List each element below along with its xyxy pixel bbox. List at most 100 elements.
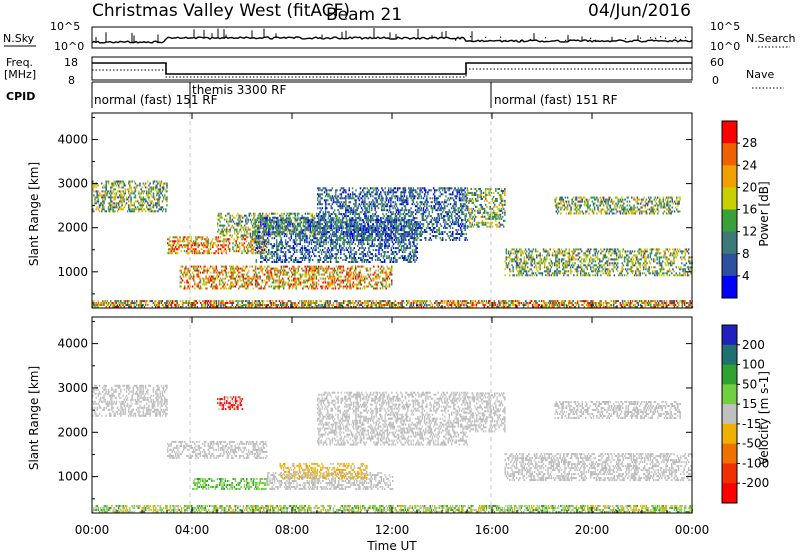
power-echo-cell bbox=[317, 279, 320, 282]
power-echo-cell bbox=[138, 202, 140, 205]
power-echo-cell bbox=[97, 194, 100, 197]
power-echo-cell bbox=[96, 190, 98, 193]
power-echo-cell bbox=[404, 255, 406, 258]
power-echo-cell bbox=[418, 225, 420, 228]
power-echo-cell bbox=[405, 223, 408, 226]
power-echo-cell bbox=[296, 218, 299, 221]
power-echo-cell bbox=[258, 212, 261, 215]
power-echo-cell bbox=[217, 275, 220, 278]
power-echo-cell bbox=[425, 199, 427, 202]
power-echo-cell bbox=[329, 261, 332, 263]
power-echo-cell bbox=[355, 205, 357, 208]
power-echo-cell bbox=[337, 231, 339, 233]
power-echo-cell bbox=[364, 193, 366, 196]
power-echo-cell bbox=[427, 223, 429, 226]
power-echo-cell bbox=[291, 247, 294, 250]
power-echo-cell bbox=[344, 285, 347, 288]
power-echo-cell bbox=[265, 220, 267, 223]
power-echo-cell bbox=[232, 220, 235, 223]
power-echo-cell bbox=[322, 245, 324, 248]
power-echo-cell bbox=[128, 206, 130, 209]
power-echo-cell bbox=[369, 203, 372, 206]
power-echo-cell bbox=[427, 201, 429, 204]
power-echo-cell bbox=[371, 273, 374, 276]
power-echo-cell bbox=[347, 229, 349, 231]
power-echo-cell bbox=[292, 233, 295, 236]
power-echo-cell bbox=[262, 220, 264, 223]
power-echo-cell bbox=[280, 271, 283, 274]
power-echo-cell bbox=[323, 215, 326, 218]
power-echo-cell bbox=[326, 237, 328, 239]
power-echo-cell bbox=[403, 257, 405, 259]
power-echo-cell bbox=[117, 180, 120, 183]
power-echo-cell bbox=[342, 279, 345, 282]
power-echo-cell bbox=[364, 187, 366, 190]
power-echo-cell bbox=[390, 253, 393, 256]
power-echo-cell bbox=[262, 238, 265, 241]
power-echo-cell bbox=[254, 219, 256, 222]
power-echo-cell bbox=[257, 243, 260, 246]
power-echo-cell bbox=[227, 244, 230, 247]
power-echo-cell bbox=[404, 259, 406, 261]
power-echo-cell bbox=[420, 227, 422, 229]
power-echo-cell bbox=[223, 250, 225, 253]
power-echo-cell bbox=[359, 211, 362, 214]
power-echo-cell bbox=[365, 227, 368, 230]
power-echo-cell bbox=[353, 211, 355, 214]
freq-trace bbox=[92, 62, 692, 75]
power-echo-cell bbox=[114, 180, 116, 183]
power-echo-cell bbox=[188, 277, 190, 280]
power-echo-cell bbox=[396, 253, 398, 256]
power-echo-cell bbox=[251, 230, 254, 233]
power-echo-cell bbox=[365, 217, 367, 220]
power-echo-cell bbox=[412, 233, 415, 235]
power-echo-cell bbox=[358, 203, 361, 206]
power-echo-cell bbox=[349, 273, 351, 276]
power-echo-cell bbox=[273, 212, 275, 215]
power-echo-cell bbox=[134, 206, 137, 209]
power-echo-cell bbox=[288, 287, 291, 290]
power-echo-cell bbox=[229, 220, 231, 223]
power-echo-cell bbox=[429, 197, 431, 200]
power-echo-cell bbox=[282, 245, 285, 248]
power-echo-cell bbox=[400, 195, 402, 198]
power-echo-cell bbox=[417, 237, 419, 239]
power-echo-cell bbox=[357, 217, 359, 220]
power-echo-cell bbox=[218, 271, 221, 274]
power-echo-cell bbox=[340, 223, 343, 226]
power-echo-cell bbox=[264, 242, 267, 245]
power-echo-cell bbox=[370, 245, 372, 248]
power-echo-cell bbox=[278, 219, 280, 222]
power-echo-cell bbox=[305, 279, 307, 282]
power-echo-cell bbox=[191, 250, 194, 253]
power-echo-cell bbox=[430, 239, 433, 241]
power-echo-cell bbox=[301, 275, 303, 278]
power-echo-cell bbox=[410, 189, 412, 192]
power-echo-cell bbox=[380, 265, 383, 268]
power-echo-cell bbox=[301, 231, 304, 234]
power-echo-cell bbox=[374, 231, 376, 233]
power-echo-cell bbox=[270, 267, 273, 270]
power-echo-cell bbox=[278, 277, 280, 280]
power-echo-cell bbox=[411, 189, 413, 192]
power-echo-cell bbox=[336, 253, 339, 256]
power-echo-cell bbox=[395, 235, 397, 238]
power-echo-cell bbox=[328, 225, 330, 228]
power-echo-cell bbox=[211, 279, 213, 282]
power-echo-cell bbox=[355, 251, 358, 254]
power-echo-cell bbox=[101, 202, 103, 205]
power-echo-cell bbox=[399, 187, 401, 190]
power-echo-cell bbox=[392, 191, 394, 194]
power-echo-cell bbox=[209, 265, 212, 268]
power-echo-cell bbox=[129, 206, 131, 209]
power-echo-cell bbox=[342, 203, 345, 206]
power-echo-cell bbox=[313, 287, 315, 290]
power-echo-cell bbox=[414, 191, 417, 194]
power-echo-cell bbox=[428, 223, 430, 226]
power-echo-cell bbox=[376, 219, 379, 222]
power-echo-cell bbox=[259, 275, 261, 278]
power-echo-cell bbox=[357, 213, 359, 216]
power-echo-cell bbox=[312, 287, 314, 290]
power-echo-cell bbox=[401, 199, 403, 202]
power-echo-cell bbox=[398, 251, 400, 254]
